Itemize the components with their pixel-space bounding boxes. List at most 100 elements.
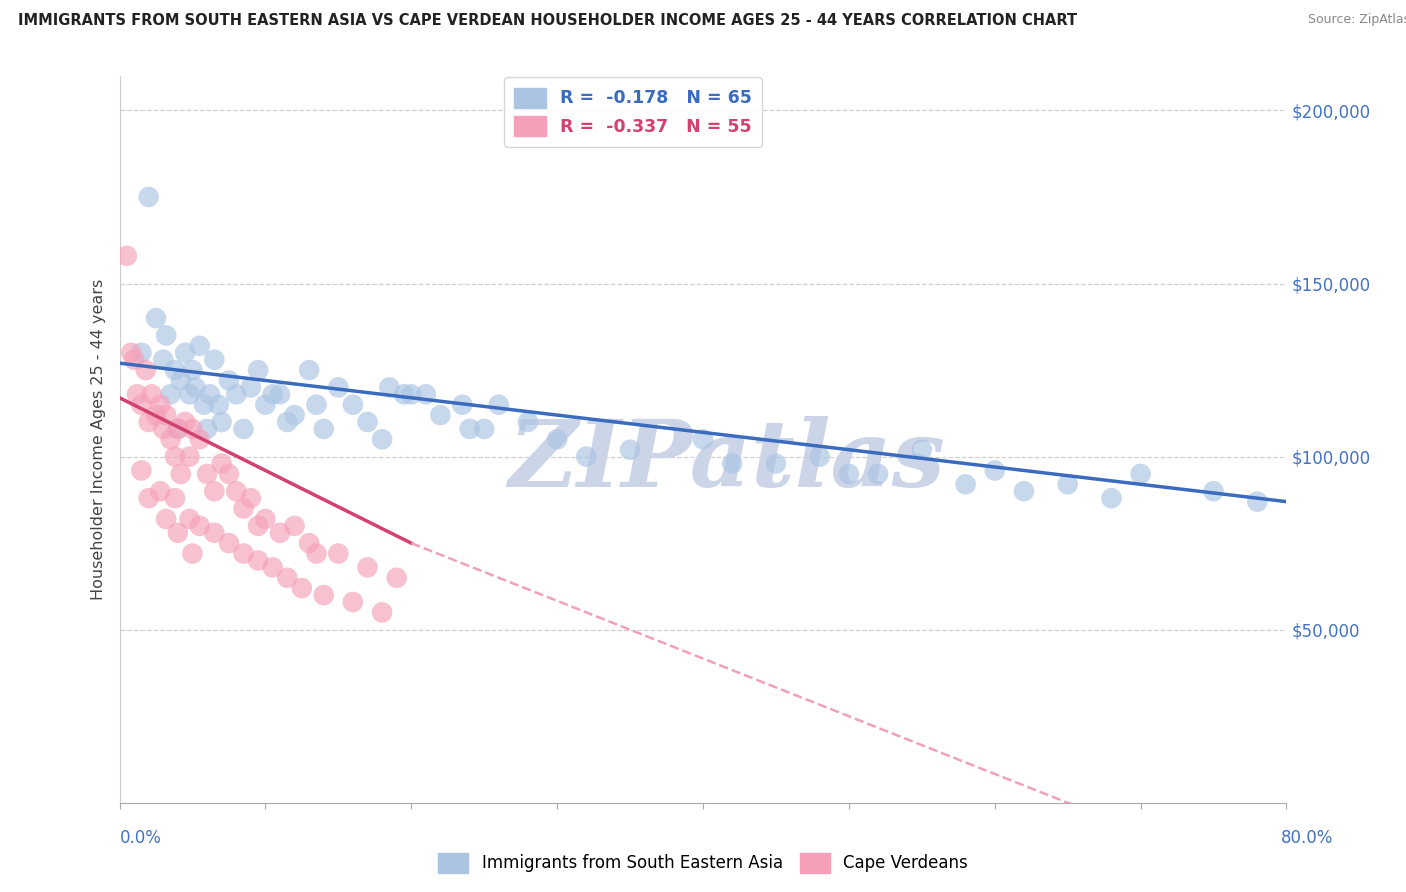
Point [208,398,231,412]
Point [202,525,225,540]
Point [163,363,186,377]
Legend: Immigrants from South Eastern Asia, Cape Verdeans: Immigrants from South Eastern Asia, Cape… [432,847,974,880]
Point [184,380,207,394]
Point [170,467,193,481]
Point [619,442,641,457]
Point [155,512,177,526]
Point [145,311,167,326]
Point [328,380,350,394]
Point [1202,484,1225,499]
Text: 80.0%: 80.0% [1281,829,1333,847]
Text: Source: ZipAtlas.com: Source: ZipAtlas.com [1308,13,1406,27]
Point [298,363,321,377]
Point [193,398,215,412]
Y-axis label: Householder Income Ages 25 - 44 years: Householder Income Ages 25 - 44 years [90,278,105,600]
Point [141,387,163,401]
Point [269,525,291,540]
Point [138,491,160,505]
Point [838,467,860,481]
Point [429,408,451,422]
Point [188,339,211,353]
Point [451,398,474,412]
Point [125,387,148,401]
Point [984,463,1007,477]
Point [232,501,254,516]
Point [179,450,201,464]
Point [138,415,160,429]
Point [149,398,172,412]
Point [276,415,298,429]
Point [166,422,188,436]
Point [262,387,284,401]
Point [692,433,714,447]
Point [232,547,254,561]
Point [517,415,540,429]
Point [1056,477,1078,491]
Point [174,415,197,429]
Point [181,422,204,436]
Point [276,571,298,585]
Point [239,380,262,394]
Point [152,352,174,367]
Point [269,387,291,401]
Point [145,408,167,422]
Point [371,433,394,447]
Point [163,450,186,464]
Point [195,422,218,436]
Point [328,547,350,561]
Text: 0.0%: 0.0% [120,829,162,847]
Point [239,491,262,505]
Point [765,457,787,471]
Point [1101,491,1123,505]
Point [198,387,221,401]
Point [247,553,270,567]
Point [284,408,307,422]
Point [135,363,157,377]
Point [115,249,138,263]
Point [1012,484,1035,499]
Point [342,398,364,412]
Point [866,467,890,481]
Point [546,433,568,447]
Point [371,606,394,620]
Point [181,363,204,377]
Point [247,519,270,533]
Point [808,450,831,464]
Legend: R =  -0.178   N = 65, R =  -0.337   N = 55: R = -0.178 N = 65, R = -0.337 N = 55 [505,78,762,147]
Point [342,595,364,609]
Point [305,398,328,412]
Point [472,422,495,436]
Point [1129,467,1152,481]
Point [188,519,211,533]
Point [955,477,977,491]
Point [163,491,186,505]
Point [166,422,188,436]
Point [138,190,160,204]
Point [179,512,201,526]
Point [415,387,437,401]
Point [356,560,378,574]
Point [166,525,188,540]
Point [218,536,240,550]
Point [458,422,481,436]
Point [312,588,335,602]
Point [188,433,211,447]
Point [385,571,408,585]
Point [120,345,142,359]
Point [312,422,335,436]
Point [225,387,247,401]
Point [262,560,284,574]
Point [202,484,225,499]
Point [131,345,153,359]
Point [911,442,934,457]
Point [225,484,247,499]
Point [155,328,177,343]
Point [305,547,328,561]
Text: IMMIGRANTS FROM SOUTH EASTERN ASIA VS CAPE VERDEAN HOUSEHOLDER INCOME AGES 25 - : IMMIGRANTS FROM SOUTH EASTERN ASIA VS CA… [18,13,1077,29]
Point [181,547,204,561]
Point [170,374,193,388]
Point [291,581,314,595]
Point [202,352,225,367]
Point [155,408,177,422]
Point [378,380,401,394]
